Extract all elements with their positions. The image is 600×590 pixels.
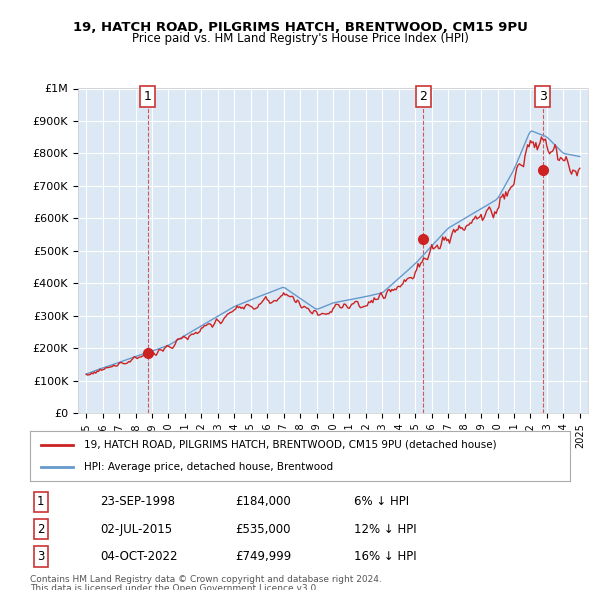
Text: 2: 2 [37,523,44,536]
Text: £184,000: £184,000 [235,496,291,509]
Text: Contains HM Land Registry data © Crown copyright and database right 2024.: Contains HM Land Registry data © Crown c… [30,575,382,584]
Text: 23-SEP-1998: 23-SEP-1998 [100,496,175,509]
Text: 1: 1 [37,496,44,509]
Text: 19, HATCH ROAD, PILGRIMS HATCH, BRENTWOOD, CM15 9PU: 19, HATCH ROAD, PILGRIMS HATCH, BRENTWOO… [73,21,527,34]
Text: This data is licensed under the Open Government Licence v3.0.: This data is licensed under the Open Gov… [30,584,319,590]
Text: HPI: Average price, detached house, Brentwood: HPI: Average price, detached house, Bren… [84,462,333,472]
Text: 19, HATCH ROAD, PILGRIMS HATCH, BRENTWOOD, CM15 9PU (detached house): 19, HATCH ROAD, PILGRIMS HATCH, BRENTWOO… [84,440,497,450]
Text: 2: 2 [419,90,427,103]
Text: 3: 3 [539,90,547,103]
Text: 04-OCT-2022: 04-OCT-2022 [100,550,178,563]
Text: Price paid vs. HM Land Registry's House Price Index (HPI): Price paid vs. HM Land Registry's House … [131,32,469,45]
Text: 16% ↓ HPI: 16% ↓ HPI [354,550,416,563]
Text: 1: 1 [143,90,152,103]
Text: 3: 3 [37,550,44,563]
Text: 12% ↓ HPI: 12% ↓ HPI [354,523,416,536]
Text: 02-JUL-2015: 02-JUL-2015 [100,523,172,536]
Text: 6% ↓ HPI: 6% ↓ HPI [354,496,409,509]
Text: £749,999: £749,999 [235,550,292,563]
Text: £535,000: £535,000 [235,523,290,536]
